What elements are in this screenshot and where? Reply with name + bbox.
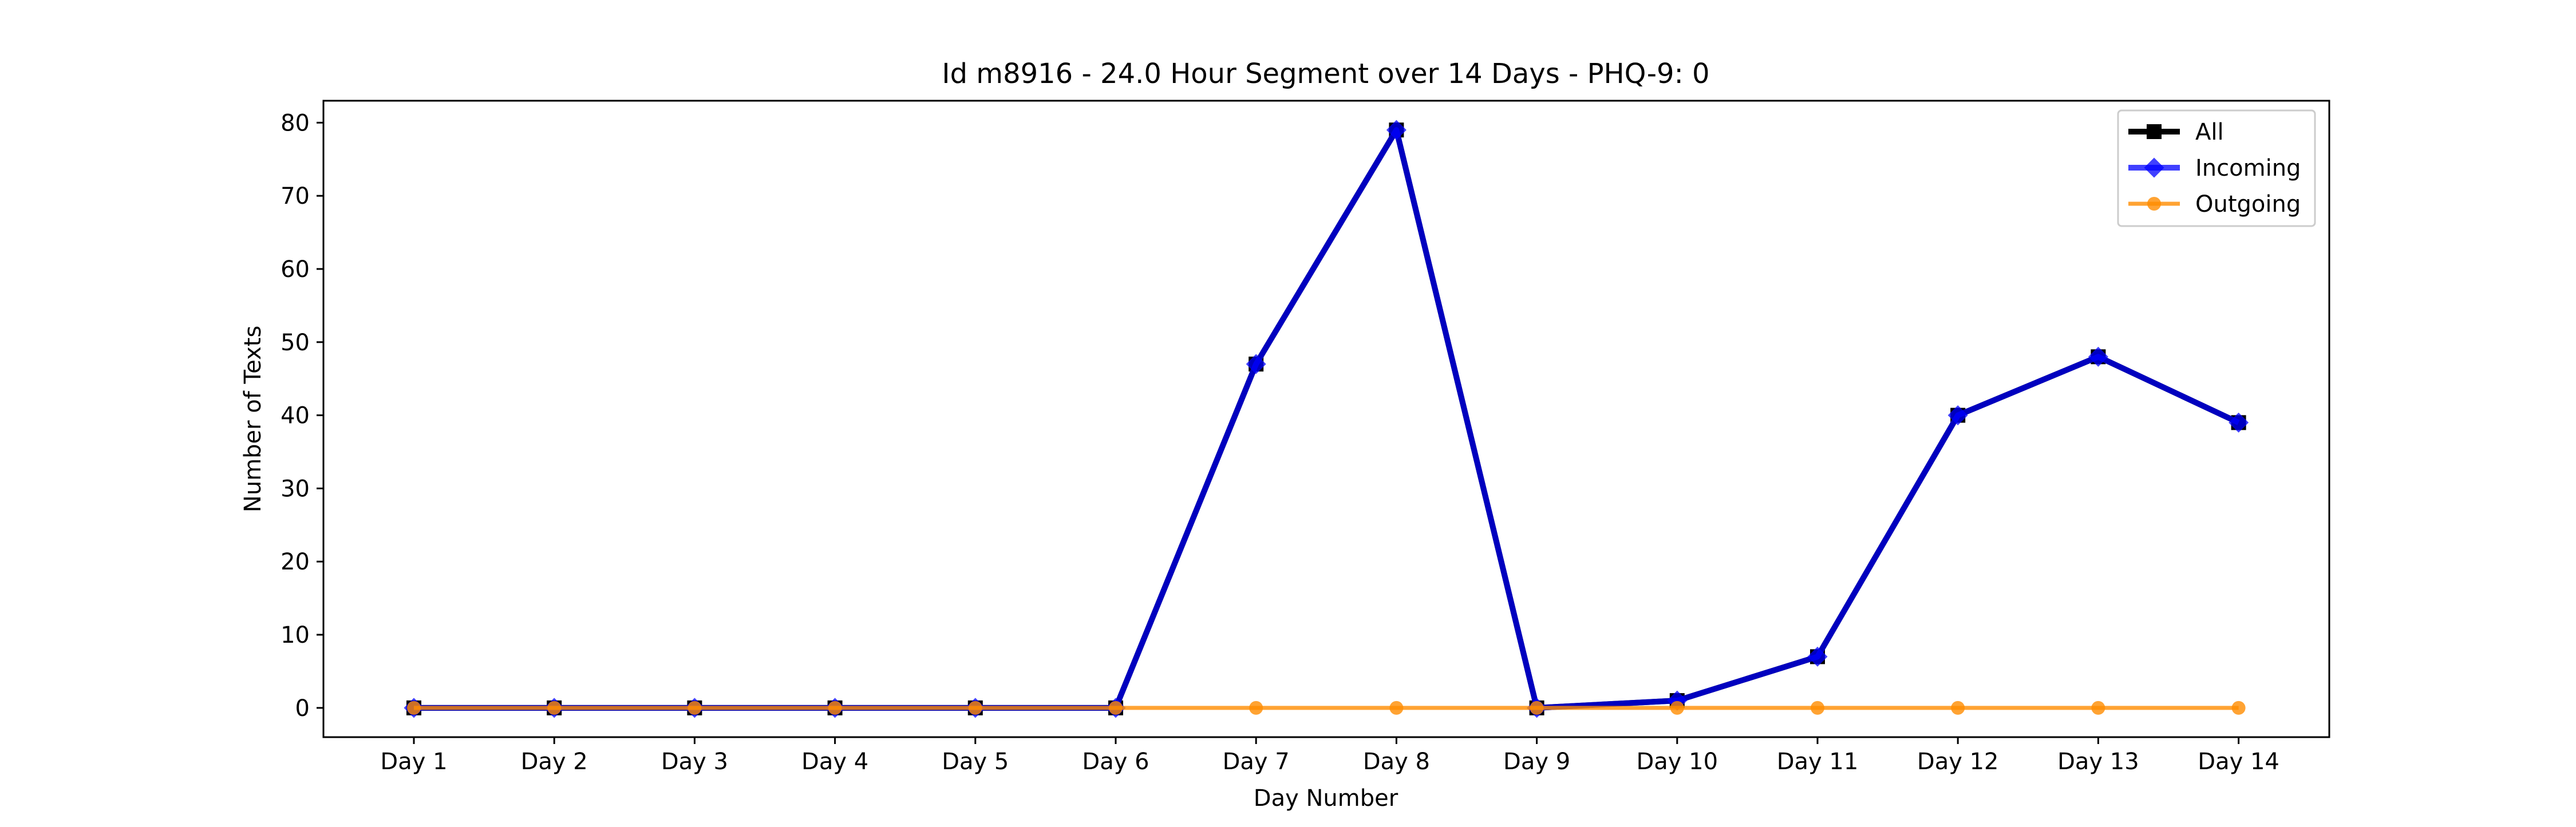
data-point bbox=[828, 701, 842, 715]
x-tick-label: Day 10 bbox=[1636, 749, 1718, 775]
data-point bbox=[2229, 412, 2249, 433]
y-tick-label: 10 bbox=[280, 622, 310, 648]
plot-area bbox=[404, 120, 2249, 718]
data-point bbox=[2088, 346, 2108, 367]
data-point bbox=[1386, 120, 1406, 140]
data-point bbox=[1811, 701, 1824, 715]
y-tick-label: 60 bbox=[280, 256, 310, 283]
x-axis-label: Day Number bbox=[1254, 785, 1398, 812]
legend-item: Incoming bbox=[2128, 155, 2301, 181]
legend-label: All bbox=[2195, 119, 2224, 145]
data-point bbox=[688, 701, 702, 715]
x-tick-label: Day 7 bbox=[1223, 749, 1290, 775]
legend-box bbox=[2117, 109, 2316, 227]
y-tick-label: 70 bbox=[280, 183, 310, 209]
y-tick-label: 30 bbox=[280, 476, 310, 502]
data-point bbox=[2231, 701, 2246, 715]
data-point bbox=[1246, 354, 1266, 374]
x-tick-label: Day 5 bbox=[942, 749, 1009, 775]
legend: All Incoming Outgoing bbox=[2117, 109, 2316, 227]
y-tick-label: 0 bbox=[295, 695, 310, 722]
data-point bbox=[1947, 405, 1968, 426]
y-tick-label: 50 bbox=[280, 330, 310, 356]
x-tick-label: Day 9 bbox=[1503, 749, 1570, 775]
data-point bbox=[1530, 701, 1544, 715]
x-tick-label: Day 13 bbox=[2057, 749, 2139, 775]
data-point bbox=[1951, 701, 1965, 715]
x-tick-label: Day 4 bbox=[801, 749, 868, 775]
x-tick-label: Day 1 bbox=[380, 749, 447, 775]
legend-marker bbox=[2147, 197, 2161, 211]
y-tick-label: 20 bbox=[280, 549, 310, 575]
data-point bbox=[407, 701, 421, 715]
x-tick-label: Day 2 bbox=[521, 749, 588, 775]
legend-marker bbox=[2144, 157, 2164, 178]
y-axis-label: Number of Texts bbox=[240, 326, 266, 512]
x-axis: Day 1 Day 2 Day 3 Day 4 Day 5 Day 6 Day 7 Day 8… bbox=[380, 737, 2279, 775]
x-tick-label: Day 12 bbox=[1917, 749, 1999, 775]
series-incoming bbox=[404, 120, 2249, 718]
series-all bbox=[406, 122, 2246, 715]
y-axis: 0 10 20 30 40 50 60 70 80 bbox=[280, 110, 323, 722]
y-tick-label: 40 bbox=[280, 403, 310, 429]
x-tick-label: Day 8 bbox=[1363, 749, 1430, 775]
x-tick-label: Day 3 bbox=[661, 749, 728, 775]
legend-label: Outgoing bbox=[2195, 191, 2301, 217]
legend-item: All bbox=[2128, 119, 2224, 145]
data-point bbox=[1807, 646, 1828, 667]
data-point bbox=[1249, 701, 1263, 715]
plot-frame bbox=[322, 100, 2330, 738]
legend-marker bbox=[2147, 124, 2162, 139]
data-point bbox=[1389, 701, 1404, 715]
series-outgoing bbox=[407, 701, 2246, 715]
legend-label: Incoming bbox=[2195, 155, 2301, 181]
chart-title: Id m8916 - 24.0 Hour Segment over 14 Day… bbox=[942, 58, 1709, 90]
data-point bbox=[547, 701, 562, 715]
x-tick-label: Day 6 bbox=[1082, 749, 1149, 775]
x-tick-label: Day 11 bbox=[1777, 749, 1859, 775]
legend-item: Outgoing bbox=[2128, 191, 2301, 217]
data-point bbox=[968, 701, 982, 715]
data-point bbox=[1109, 701, 1123, 715]
data-point bbox=[1670, 701, 1684, 715]
x-tick-label: Day 14 bbox=[2198, 749, 2279, 775]
data-point bbox=[2091, 701, 2105, 715]
y-tick-label: 80 bbox=[280, 110, 310, 136]
